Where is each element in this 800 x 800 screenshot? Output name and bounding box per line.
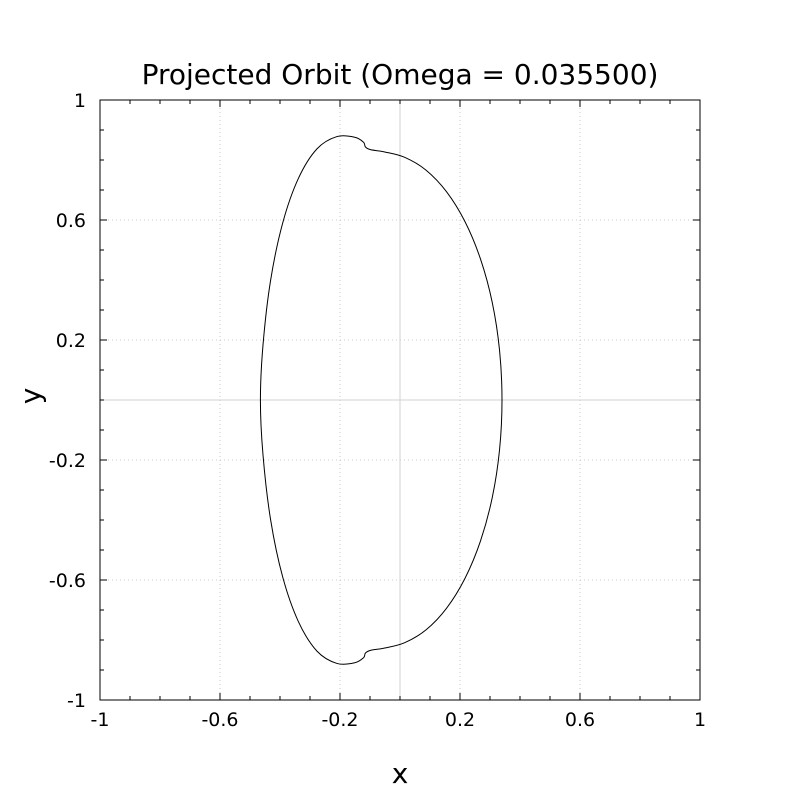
- x-tick-label: 1: [694, 709, 706, 731]
- y-tick-label: -0.2: [49, 450, 86, 472]
- y-tick-label: -0.6: [49, 570, 86, 592]
- orbit-curve-group: [259, 135, 503, 665]
- x-tick-label: -0.6: [201, 709, 238, 731]
- x-tick-label: -1: [91, 709, 110, 731]
- x-axis-label: x: [392, 757, 409, 790]
- x-tick-label: -0.2: [321, 709, 358, 731]
- orbit-line: [259, 135, 503, 665]
- y-tick-labels: -1 -0.6 -0.2 0.2 0.6 1: [49, 90, 86, 712]
- y-tick-label: 0.2: [56, 330, 86, 352]
- y-tick-label: -1: [67, 690, 86, 712]
- x-tick-labels: -1 -0.6 -0.2 0.2 0.6 1: [91, 709, 707, 731]
- x-tick-label: 0.2: [445, 709, 475, 731]
- zero-lines: [100, 100, 700, 700]
- x-tick-label: 0.6: [565, 709, 595, 731]
- y-tick-label: 0.6: [56, 210, 86, 232]
- y-tick-label: 1: [74, 90, 86, 112]
- plot-frame: [99, 99, 701, 701]
- chart-title: Projected Orbit (Omega = 0.035500): [142, 58, 659, 91]
- y-axis-label: y: [14, 388, 47, 405]
